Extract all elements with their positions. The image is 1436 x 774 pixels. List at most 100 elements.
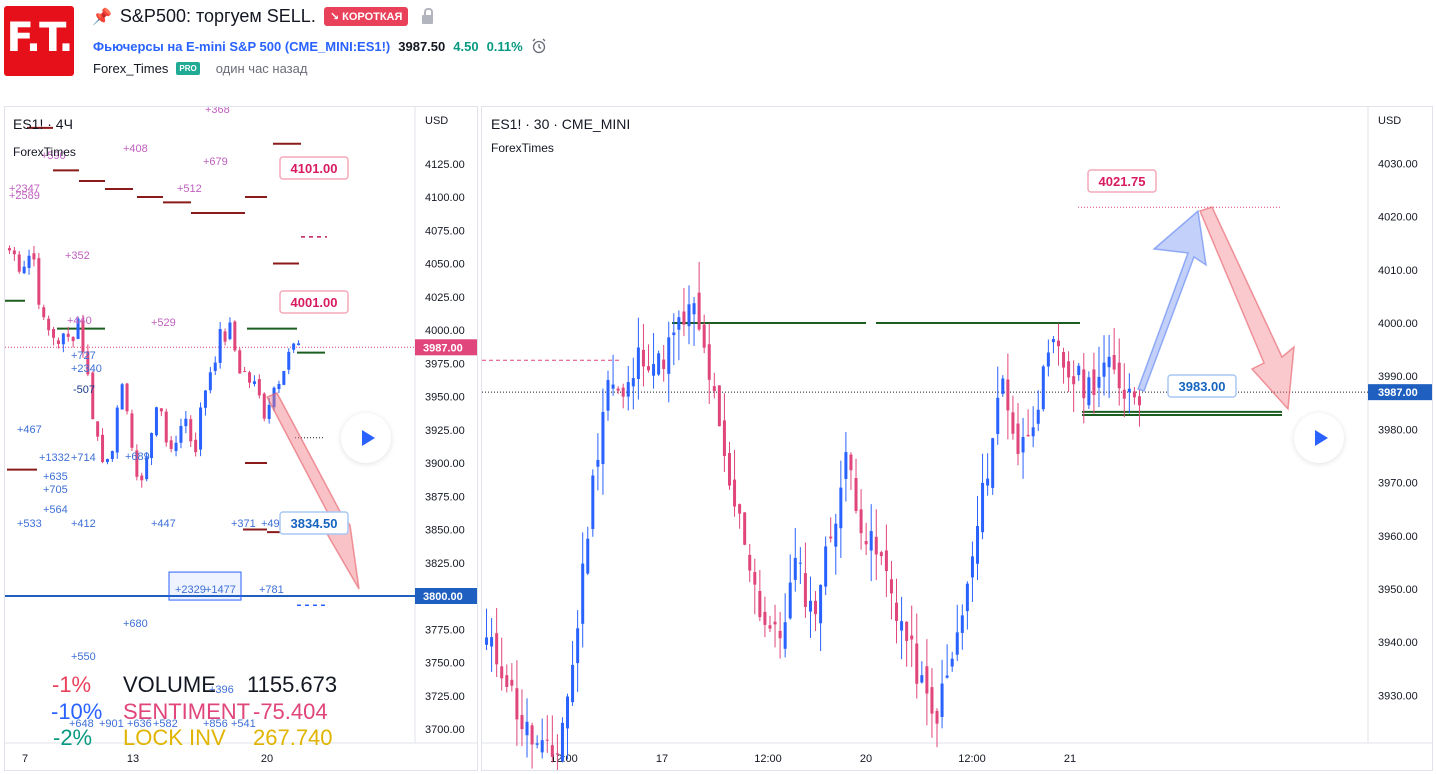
price-tick: 3950.00 [1378,584,1418,596]
candle [935,710,939,724]
price-tick: 4000.00 [425,325,465,337]
candle [110,451,114,460]
candle [641,349,645,367]
candle [991,438,995,488]
time-tick: 12:00 [754,753,782,765]
candle [277,383,281,390]
play-icon [1314,430,1328,446]
candle [869,531,873,551]
candle [248,372,252,383]
chart-4h[interactable]: 4125.00 4100.00 4075.00 4050.00 4025.00 4000.… [4,106,478,771]
price-tick: 3850.00 [425,525,465,537]
candle [1127,388,1131,393]
candle [849,454,853,471]
trade-annotation: +512 [177,183,202,195]
candle [1107,356,1111,368]
candle [199,407,203,450]
price-tick: 3725.00 [425,691,465,703]
candle [292,343,296,350]
candle [1026,434,1030,437]
candle [520,715,524,730]
candle [687,304,691,327]
price-tick: 4000.00 [1378,318,1418,330]
trade-annotation: +368 [205,107,230,116]
trade-annotation: +689 [125,451,150,463]
candle [783,622,787,649]
candle [955,632,959,655]
candle [576,628,580,664]
candle [238,350,242,374]
trade-annotation: +371 [231,518,256,530]
candle [672,332,676,336]
play-button[interactable] [341,413,391,463]
author-logo[interactable]: F.T. [4,6,74,76]
candle [647,366,650,371]
candle [581,563,585,624]
candle [213,362,217,371]
trade-annotation: +396 [209,684,234,696]
candle [515,688,519,720]
candle [601,411,605,465]
candle [1077,365,1081,376]
candle [61,333,65,345]
up-arrow [1137,209,1207,392]
candle [203,390,207,408]
callout-4101-box [279,156,349,180]
candle [976,525,979,564]
candle [76,318,80,339]
price-tick: 3990.00 [1378,371,1418,383]
alarm-clock-icon[interactable] [531,38,547,54]
candle [1102,362,1106,377]
price-tick: 3925.00 [425,425,465,437]
trade-annotation: +636 [127,718,152,730]
chart-30m-canvas[interactable]: 4030.00 4020.00 4010.00 4000.00 3990.00 3980.… [482,107,1432,770]
candle [895,602,899,621]
candle [808,600,812,612]
candle [233,321,237,351]
candle [591,475,595,529]
chart-30m-currency: USD [1378,115,1402,127]
time-tick: 20 [261,753,273,765]
trade-annotation: +901 [99,718,124,730]
candle [682,311,686,325]
candle [621,387,625,397]
trade-annotation: +856 [203,718,228,730]
candle [733,479,737,507]
stat-pct-2: -10% [51,699,103,724]
candle [879,552,883,557]
price-tick: 3825.00 [425,558,465,570]
candle [864,541,868,545]
candle [535,743,539,745]
price-tick: 4020.00 [1378,212,1418,224]
trade-annotation: +467 [17,424,42,436]
trade-annotation: +679 [203,156,228,168]
time-tick: 12:00 [550,753,578,765]
candle [282,370,286,385]
play-button-2[interactable] [1294,413,1344,463]
candle [793,557,797,580]
candle [915,643,919,684]
last-price: 3987.50 [398,38,446,54]
trade-annotation: +781 [259,584,284,596]
trade-annotation: -507 [73,384,95,396]
candle [829,536,833,539]
price-tick: 4010.00 [1378,265,1418,277]
price-tick: 3950.00 [425,392,465,404]
chart-4h-currency: USD [425,115,449,127]
price-tick: 4075.00 [425,225,465,237]
symbol-link[interactable]: Фьючерсы на E-mini S&P 500 (CME_MINI:ES1… [93,38,391,54]
chart-30m[interactable]: 4030.00 4020.00 4010.00 4000.00 3990.00 3980.… [481,106,1433,771]
candle [884,550,888,572]
author-line: Forex_Times PRO один час назад [93,61,307,76]
trade-annotation: +550 [71,651,96,663]
chart-4h-canvas[interactable]: 4125.00 4100.00 4075.00 4050.00 4025.00 4000.… [5,107,477,770]
candle [1082,369,1086,399]
candle [223,331,227,342]
candle [56,340,60,344]
candle [22,266,26,274]
candle [1132,391,1136,398]
author-name[interactable]: Forex_Times [93,61,169,76]
trade-annotation: +49 [261,518,280,530]
time-tick: 7 [22,753,28,765]
sentiment-value: -75.404 [253,699,328,724]
